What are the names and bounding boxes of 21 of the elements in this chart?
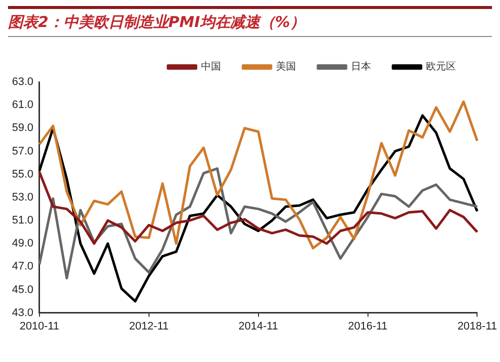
y-tick-label: 45.0 <box>12 284 34 296</box>
y-tick-label: 61.0 <box>12 99 34 112</box>
legend-label: 欧元区 <box>426 62 456 73</box>
x-tick-label: 2018-11 <box>457 320 498 332</box>
legend-label: 美国 <box>276 60 296 73</box>
legend-label: 中国 <box>201 60 221 73</box>
y-tick-label: 63.0 <box>12 76 34 88</box>
y-tick-label: 59.0 <box>12 122 34 134</box>
y-tick-label: 55.0 <box>12 168 34 180</box>
y-tick-label: 47.0 <box>12 260 34 273</box>
chart-title: 图表2：中美欧日制造业PMI均在减速（%） <box>8 6 492 37</box>
y-tick-label: 57.0 <box>12 145 34 158</box>
x-tick-label: 2014-11 <box>238 320 278 332</box>
y-tick-label: 49.0 <box>12 238 34 250</box>
x-tick-label: 2016-11 <box>348 320 388 332</box>
x-tick-label: 2012-11 <box>129 320 169 332</box>
x-tick-label: 2010-11 <box>20 320 60 332</box>
y-tick-label: 53.0 <box>12 191 34 204</box>
y-tick-label: 51.0 <box>12 214 34 227</box>
y-tick-label: 43.0 <box>12 306 34 319</box>
legend-label: 日本 <box>351 60 371 73</box>
